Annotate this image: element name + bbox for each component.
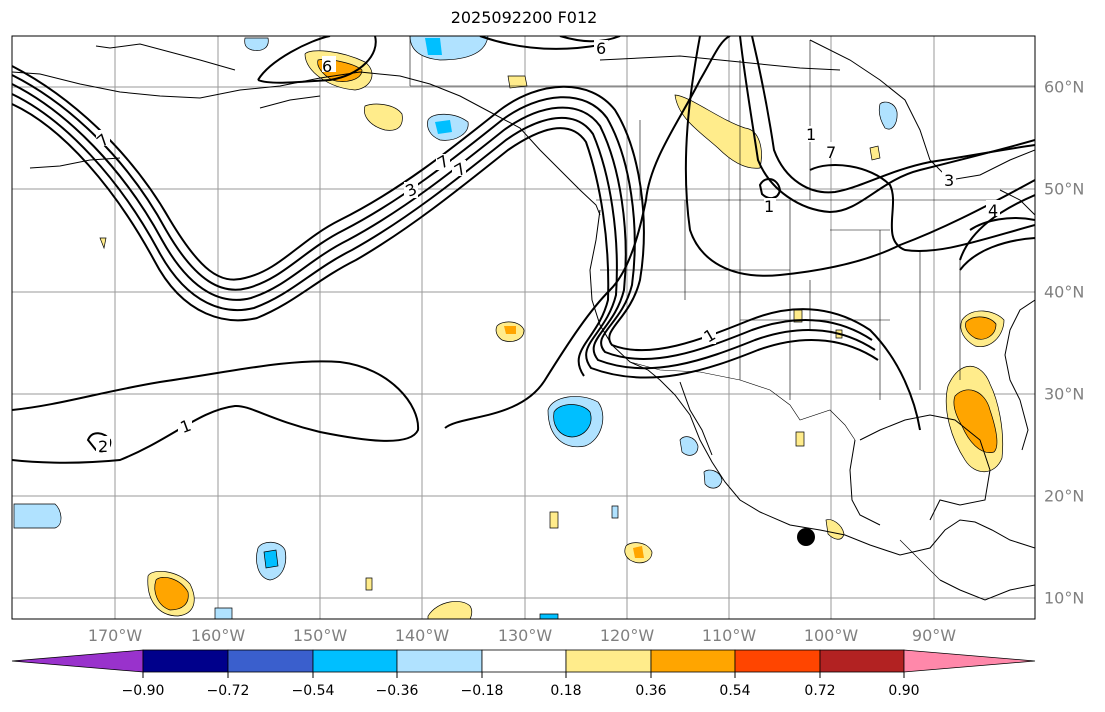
contour-label: 7: [826, 143, 836, 162]
location-marker: [797, 528, 815, 546]
contour-label-group: 1 1 1 1 2 3 3 4 6 6 7 7 7 7: [93, 39, 1000, 456]
contour-label: 3: [944, 171, 954, 190]
colorbar-cell: [734, 649, 821, 673]
colorbar-cell: [650, 649, 736, 673]
lon-label: 110°W: [701, 626, 757, 645]
colorbar-cell: [227, 649, 314, 673]
contour-lines: [12, 36, 1035, 464]
colorbar-cell: [819, 649, 905, 673]
lon-label: 120°W: [599, 626, 655, 645]
colorbar-cell: [481, 649, 567, 673]
contour-label: 1: [806, 125, 816, 144]
colorbar-tick-label: 0.54: [719, 683, 751, 699]
lon-label: 150°W: [292, 626, 348, 645]
lon-label: 160°W: [190, 626, 246, 645]
lat-label: 10°N: [1044, 588, 1085, 608]
contour-label: 2: [98, 437, 108, 456]
colorbar-tick-label: −0.36: [375, 683, 419, 699]
lon-label: 140°W: [394, 626, 450, 645]
lon-label: 90°W: [911, 626, 957, 645]
graticule: [12, 36, 1035, 619]
contour-label: 6: [322, 57, 332, 76]
colorbar-tick-label: 0.18: [550, 683, 582, 699]
map-frame: [11, 35, 1036, 620]
colorbar-cell: [142, 649, 229, 673]
colorbar-tick-label: −0.54: [291, 683, 335, 699]
colorbar-cell: [312, 649, 398, 673]
colorbar-tick-label: −0.72: [206, 683, 250, 699]
colorbar-cell: [11, 649, 144, 673]
map-title: 2025092200 F012: [450, 8, 598, 27]
colorbar-tick-label: −0.90: [121, 683, 165, 699]
colorbar: [11, 649, 1036, 678]
contour-label: 7: [451, 159, 469, 181]
shading-negative: [13, 36, 898, 619]
coastlines: [12, 39, 1035, 601]
colorbar-cell: [565, 649, 652, 673]
colorbar-tick-label: 0.72: [804, 683, 836, 699]
colorbar-cell: [903, 649, 1036, 673]
contour-label: 4: [988, 201, 998, 220]
lat-label: 40°N: [1044, 282, 1085, 302]
lat-label: 60°N: [1044, 77, 1085, 97]
contour-label: 1: [764, 197, 774, 216]
lat-label: 30°N: [1044, 384, 1085, 404]
lon-label: 100°W: [803, 626, 859, 645]
borders: [409, 36, 1035, 581]
colorbar-tick-label: 0.36: [635, 683, 667, 699]
lon-label: 170°W: [87, 626, 143, 645]
colorbar-tick-label: −0.18: [460, 683, 504, 699]
colorbar-cell: [396, 649, 483, 673]
lat-label: 50°N: [1044, 179, 1085, 199]
lat-label: 20°N: [1044, 486, 1085, 506]
lon-label: 130°W: [497, 626, 553, 645]
shading-positive: [99, 50, 1005, 619]
colorbar-tick-label: 0.90: [888, 683, 920, 699]
contour-label: 6: [596, 39, 606, 58]
